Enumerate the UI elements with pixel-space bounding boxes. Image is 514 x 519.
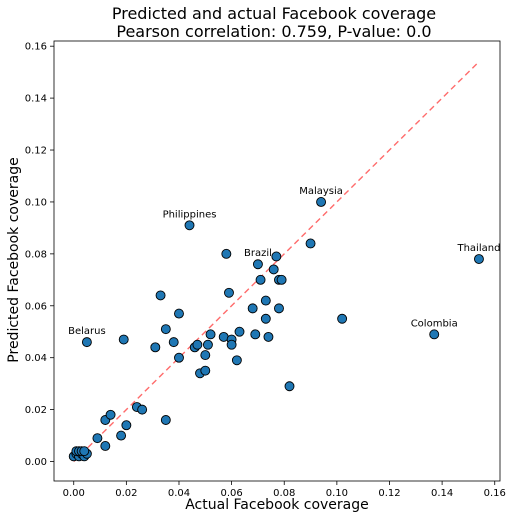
data-point <box>247 303 258 314</box>
data-point <box>224 287 234 298</box>
y-tick-label: 0.16 <box>25 42 47 53</box>
x-tick-label: 0.06 <box>220 488 242 499</box>
plot-frame <box>53 40 501 482</box>
point-annotation: Thailand <box>456 243 500 254</box>
x-tick-label: 0.02 <box>115 488 137 499</box>
x-tick-label: 0.04 <box>168 488 190 499</box>
point-annotation: Philippines <box>163 209 217 220</box>
data-point <box>200 350 211 361</box>
x-tick-label: 0.08 <box>273 488 295 499</box>
data-point <box>160 415 171 425</box>
data-point <box>271 251 282 262</box>
data-point <box>250 329 261 340</box>
x-tick-label: 0.00 <box>63 488 85 499</box>
y-tick-label: 0.12 <box>25 146 47 157</box>
data-point <box>150 342 161 353</box>
data-point <box>192 339 203 350</box>
data-point <box>337 313 348 324</box>
data-point <box>226 339 237 350</box>
data-point <box>284 381 295 392</box>
point-annotation: Malaysia <box>299 186 343 197</box>
y-tick-label: 0.06 <box>25 301 47 312</box>
y-tick-label: 0.08 <box>25 249 47 260</box>
reference-line <box>73 61 480 463</box>
data-point <box>202 339 213 350</box>
data-point <box>168 337 179 348</box>
data-point <box>118 334 129 345</box>
annotations-layer: Belarus Philippines Brazil Malaysia Colombia… <box>68 186 500 337</box>
y-tick-label: 0.02 <box>25 405 47 416</box>
data-point <box>205 329 216 340</box>
y-tick-label: 0.10 <box>25 197 47 208</box>
points-layer <box>68 196 484 462</box>
data-point <box>231 355 242 366</box>
data-point <box>79 446 90 457</box>
data-point <box>276 274 287 285</box>
y-tick-label: 0.14 <box>25 94 47 105</box>
x-axis-label: Actual Facebook coverage <box>185 497 369 513</box>
data-point <box>263 331 274 342</box>
data-point <box>260 295 271 306</box>
data-point <box>429 329 440 340</box>
chart-title: Predicted and actual Facebook coverage <box>112 4 436 23</box>
data-point <box>473 254 484 265</box>
y-axis-label: Predicted Facebook coverage <box>6 157 22 362</box>
point-annotation: Belarus <box>68 326 106 337</box>
data-point <box>174 352 184 363</box>
data-point <box>268 264 279 275</box>
data-point <box>260 313 271 324</box>
data-point <box>105 409 116 420</box>
data-point <box>174 308 184 319</box>
data-point <box>252 259 263 270</box>
chart-subtitle: Pearson correlation: 0.759, P-value: 0.0 <box>116 22 431 41</box>
data-point <box>137 404 148 415</box>
data-point <box>160 324 171 335</box>
ticks-layer: 0.00 0.02 0.04 0.06 0.08 0.10 0.12 0.14 0.16 0.00… <box>25 42 506 499</box>
data-point <box>81 337 92 348</box>
data-point <box>316 196 327 207</box>
data-point <box>305 238 316 249</box>
reference-line-layer <box>73 61 480 463</box>
data-point <box>221 248 232 259</box>
data-point <box>200 365 211 376</box>
x-tick-label: 0.14 <box>431 488 453 499</box>
data-point <box>255 274 266 285</box>
point-annotation: Colombia <box>411 318 458 329</box>
point-annotation: Brazil <box>244 248 272 259</box>
data-point <box>92 433 103 444</box>
x-tick-label: 0.16 <box>484 488 506 499</box>
data-point <box>155 290 166 301</box>
data-point <box>100 441 111 451</box>
data-point <box>234 326 245 337</box>
y-tick-label: 0.00 <box>25 457 47 468</box>
data-point <box>121 420 132 431</box>
data-point <box>274 303 284 314</box>
x-tick-label: 0.12 <box>378 488 400 499</box>
x-tick-label: 0.10 <box>326 488 348 499</box>
data-point <box>184 220 195 231</box>
y-tick-label: 0.04 <box>25 353 47 364</box>
data-point <box>116 430 127 441</box>
